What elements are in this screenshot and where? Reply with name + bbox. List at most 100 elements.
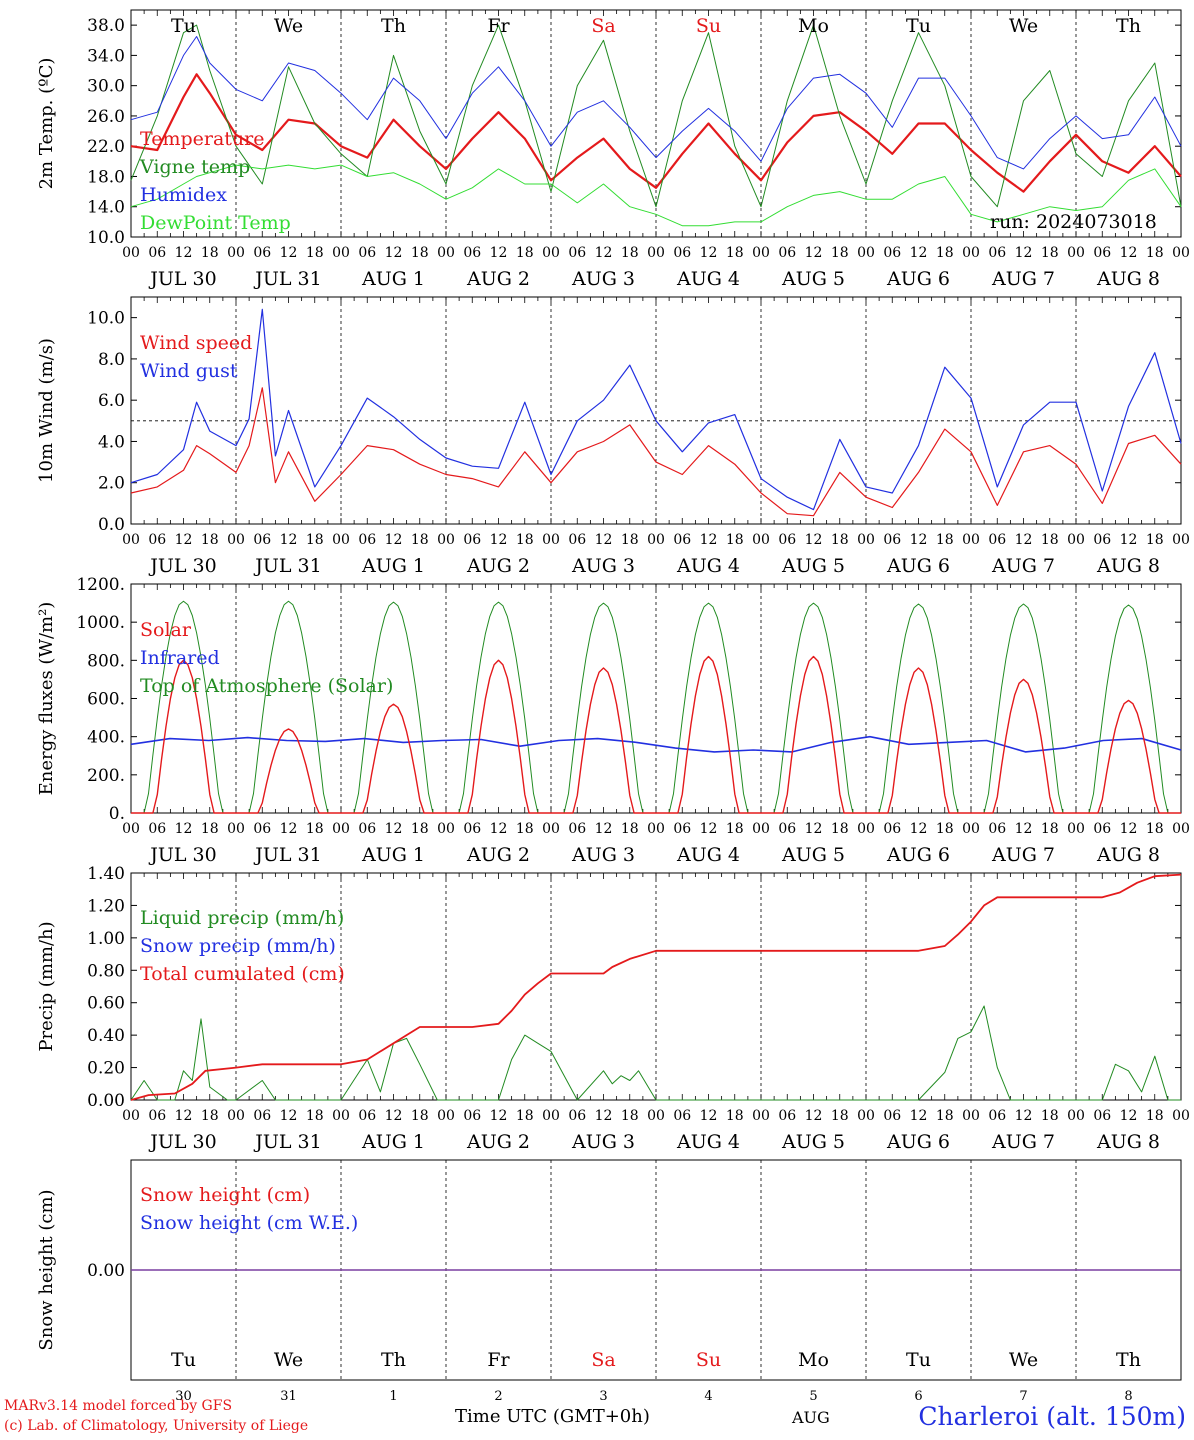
temperature-panel: 10.0 14.0 18.0 22.0 26.0 30.0 34.0 38.0 2m Temp.…	[36, 9, 1190, 290]
series-line	[131, 655, 1181, 814]
date-label: JUL 31	[253, 268, 321, 290]
y-axis-label: Snow height (cm)	[36, 1189, 57, 1350]
day-number: 6	[914, 1389, 922, 1400]
hour-label: 18	[831, 1108, 849, 1124]
hour-label: 12	[805, 1108, 823, 1124]
hour-label: 00	[962, 821, 980, 837]
date-label: AUG 2	[466, 844, 530, 866]
hour-label: 06	[988, 1108, 1006, 1124]
date-label: AUG 3	[571, 268, 635, 290]
hour-label: 12	[700, 821, 718, 837]
day-name: Th	[1116, 1349, 1141, 1371]
y-tick-label: 0.40	[87, 1026, 125, 1046]
date-label: AUG 2	[466, 555, 530, 577]
hour-label: 18	[831, 821, 849, 837]
y-tick-label: 1.40	[87, 864, 125, 884]
hour-label: 06	[988, 532, 1006, 548]
hour-label: 06	[673, 245, 691, 261]
hour-label: 18	[1041, 821, 1059, 837]
series-line	[130, 308, 1182, 511]
hour-label: 18	[621, 1108, 639, 1124]
date-label: AUG 3	[571, 555, 635, 577]
hour-label: 00	[647, 245, 665, 261]
legend-entry: Wind gust	[140, 360, 238, 382]
hour-label: 12	[805, 245, 823, 261]
date-label: AUG 8	[1096, 555, 1160, 577]
legend-entry: Snow height (cm W.E.)	[140, 1212, 358, 1234]
hour-label: 12	[910, 532, 928, 548]
hour-label: 12	[1120, 1108, 1138, 1124]
hour-label: 12	[595, 245, 613, 261]
hour-label: 06	[1093, 245, 1111, 261]
y-tick-label: 34.0	[87, 46, 125, 66]
hour-label: 00	[227, 532, 245, 548]
hour-label: 06	[778, 821, 796, 837]
hour-label: 12	[805, 821, 823, 837]
hour-label: 18	[1146, 532, 1164, 548]
date-label: AUG 6	[886, 1131, 950, 1153]
hour-label: 06	[883, 1108, 901, 1124]
hour-label: 18	[201, 245, 219, 261]
hour-label: 00	[542, 821, 560, 837]
hour-label: 18	[726, 245, 744, 261]
y-tick-label: 1.00	[87, 929, 125, 949]
hour-label: 06	[1093, 1108, 1111, 1124]
hour-label: 18	[516, 821, 534, 837]
hour-label: 12	[280, 245, 298, 261]
series-line	[130, 73, 1182, 193]
date-label: AUG 8	[1096, 1131, 1160, 1153]
hour-label: 00	[1172, 821, 1190, 837]
hour-label: 00	[1067, 532, 1085, 548]
hour-label: 12	[700, 1108, 718, 1124]
hour-label: 00	[437, 245, 455, 261]
y-tick-label: 8.0	[98, 350, 125, 370]
day-number: 5	[809, 1389, 817, 1400]
hour-label: 06	[358, 1108, 376, 1124]
hour-label: 18	[516, 245, 534, 261]
y-tick-label: 400.	[87, 728, 125, 748]
date-label: AUG 4	[676, 555, 740, 577]
hour-label: 18	[201, 532, 219, 548]
hour-label: 06	[253, 821, 271, 837]
hour-label: 18	[936, 1108, 954, 1124]
hour-label: 06	[148, 1108, 166, 1124]
hour-label: 00	[437, 821, 455, 837]
hour-label: 00	[1172, 532, 1190, 548]
y-tick-label: 0.80	[87, 961, 125, 981]
hour-label: 06	[883, 245, 901, 261]
hour-label: 00	[752, 245, 770, 261]
hour-label: 12	[490, 1108, 508, 1124]
hour-label: 18	[1041, 532, 1059, 548]
series-line	[130, 735, 1182, 753]
hour-label: 00	[227, 1108, 245, 1124]
hour-label: 18	[306, 1108, 324, 1124]
y-axis-label: Precip (mm/h)	[36, 921, 57, 1051]
day-number: 7	[1019, 1389, 1027, 1400]
date-label: AUG 7	[991, 268, 1055, 290]
hour-label: 18	[1041, 245, 1059, 261]
y-tick-label: 600.	[87, 690, 125, 710]
hour-label: 06	[568, 532, 586, 548]
hour-label: 00	[227, 245, 245, 261]
hour-label: 00	[122, 532, 140, 548]
y-tick-label: 1200.	[76, 575, 125, 595]
hour-label: 18	[936, 821, 954, 837]
day-number: 30	[175, 1389, 192, 1400]
day-name: Tu	[171, 1349, 196, 1371]
y-tick-label: 1.20	[87, 896, 125, 916]
day-number: 1	[389, 1389, 397, 1400]
hour-label: 18	[936, 245, 954, 261]
hour-label: 06	[988, 821, 1006, 837]
hour-label: 12	[385, 821, 403, 837]
hour-label: 12	[805, 532, 823, 548]
hour-label: 00	[542, 245, 560, 261]
date-label: AUG 7	[991, 1131, 1055, 1153]
hour-label: 12	[385, 1108, 403, 1124]
date-label: AUG 4	[676, 1131, 740, 1153]
date-label: AUG 2	[466, 1131, 530, 1153]
hour-label: 00	[857, 245, 875, 261]
hour-label: 00	[332, 1108, 350, 1124]
y-tick-label: 200.	[87, 766, 125, 786]
date-label: AUG 6	[886, 555, 950, 577]
model-credit: MARv3.14 model forced by GFS	[4, 1398, 233, 1414]
